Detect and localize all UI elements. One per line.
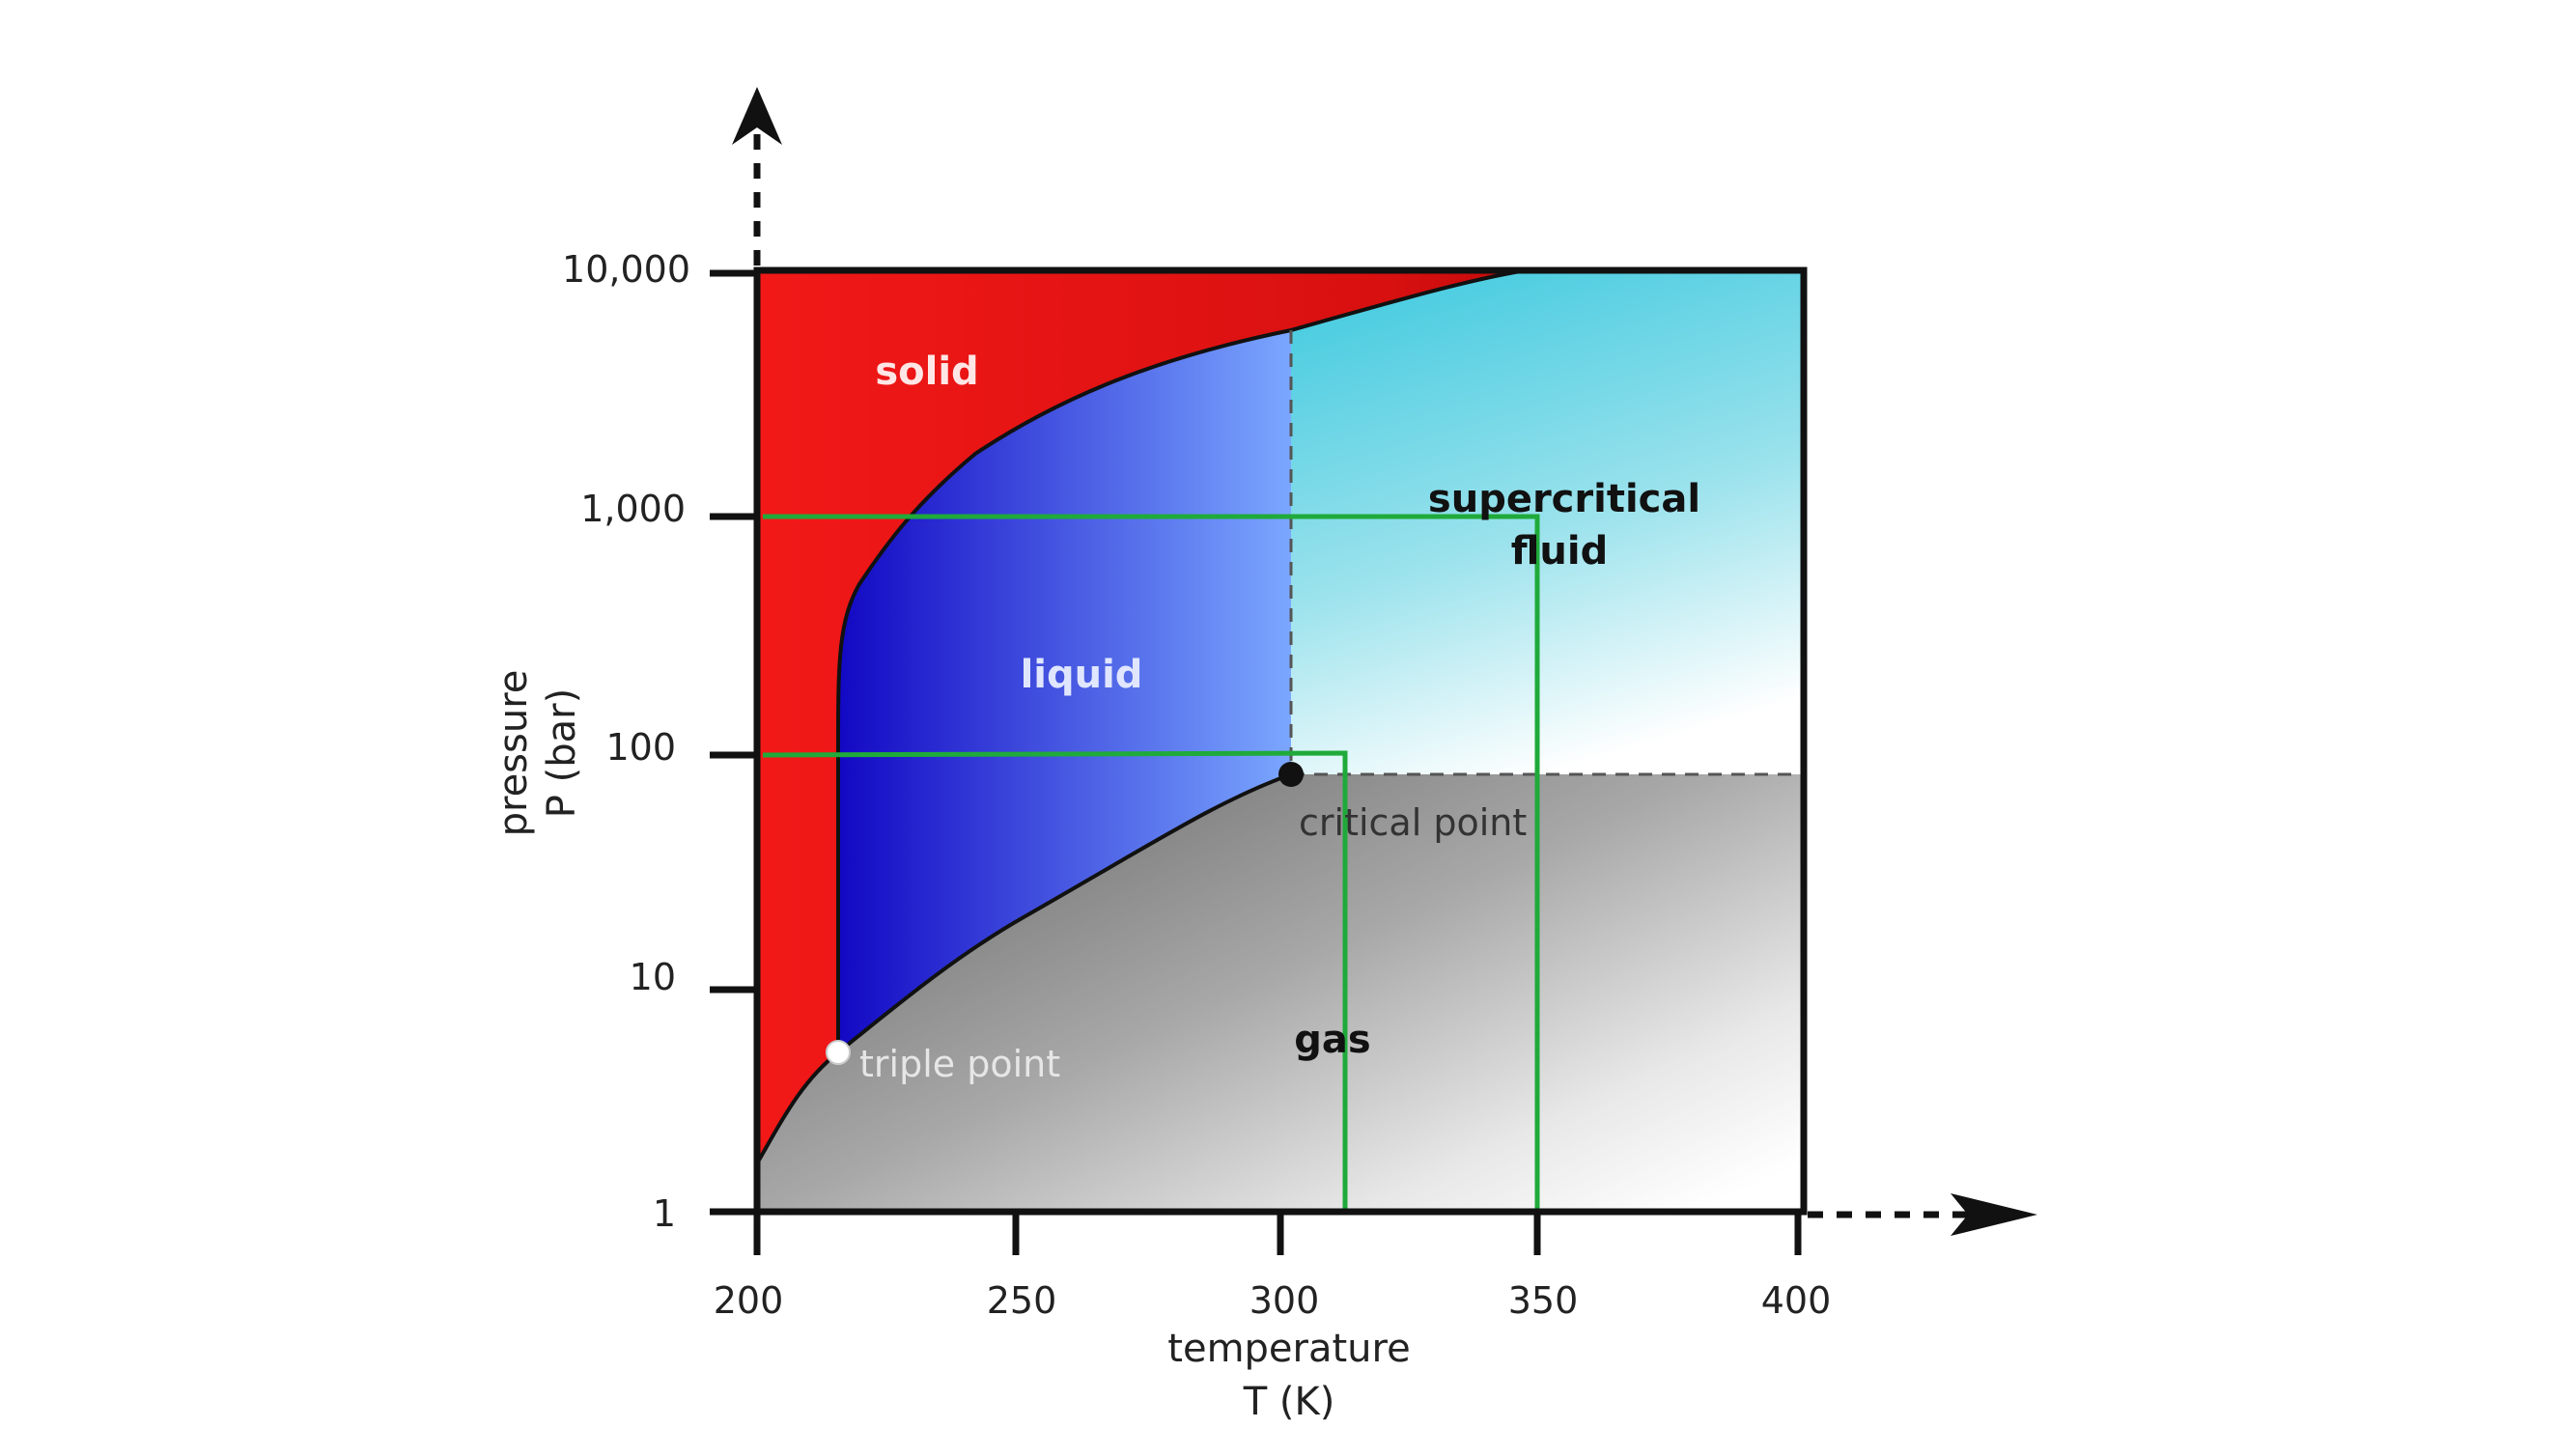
x-tick-label: 350 <box>1508 1279 1579 1322</box>
triple-point-marker <box>826 1040 851 1065</box>
x-tick-label: 200 <box>714 1279 784 1322</box>
critical-point-label: critical point <box>1299 801 1527 844</box>
supercritical-region <box>1291 270 1804 774</box>
y-tick-label: 100 <box>605 726 676 769</box>
x-axis-arrowhead <box>1951 1193 2037 1236</box>
x-tick-label: 300 <box>1249 1279 1320 1322</box>
green-guide-line-high <box>763 514 1540 1212</box>
supercritical-label-line2: fluid <box>1511 529 1608 574</box>
y-axis-title-line1: pressure <box>491 670 536 837</box>
critical-point-marker <box>1278 762 1304 787</box>
y-tick-label: 10 <box>630 956 676 998</box>
x-ticks <box>753 1212 1802 1255</box>
y-tick-label: 10,000 <box>562 248 690 291</box>
x-tick-label: 400 <box>1761 1279 1832 1322</box>
triple-point-label: triple point <box>859 1043 1060 1085</box>
x-axis-title-line1: temperature <box>1167 1327 1410 1371</box>
melting-curve <box>836 268 1527 1052</box>
supercritical-label-line1: supercritical <box>1428 477 1700 521</box>
gas-region <box>757 774 1804 1212</box>
y-tick-label: 1 <box>653 1192 676 1235</box>
y-ticks <box>710 269 757 1216</box>
liquid-region <box>838 330 1291 1052</box>
gas-label: gas <box>1294 1018 1370 1062</box>
y-axis-title-line2: P (bar) <box>540 688 584 818</box>
vaporization-curve <box>836 772 1292 1054</box>
liquid-label: liquid <box>1021 653 1143 697</box>
x-axis-title-line2: T (K) <box>1243 1380 1335 1424</box>
y-tick-label: 1,000 <box>580 488 686 530</box>
y-axis-arrowhead <box>732 87 782 145</box>
sublimation-curve <box>755 1050 840 1165</box>
x-tick-label: 250 <box>987 1279 1057 1322</box>
solid-label: solid <box>875 350 978 394</box>
green-guide-line-low <box>762 750 1348 1212</box>
